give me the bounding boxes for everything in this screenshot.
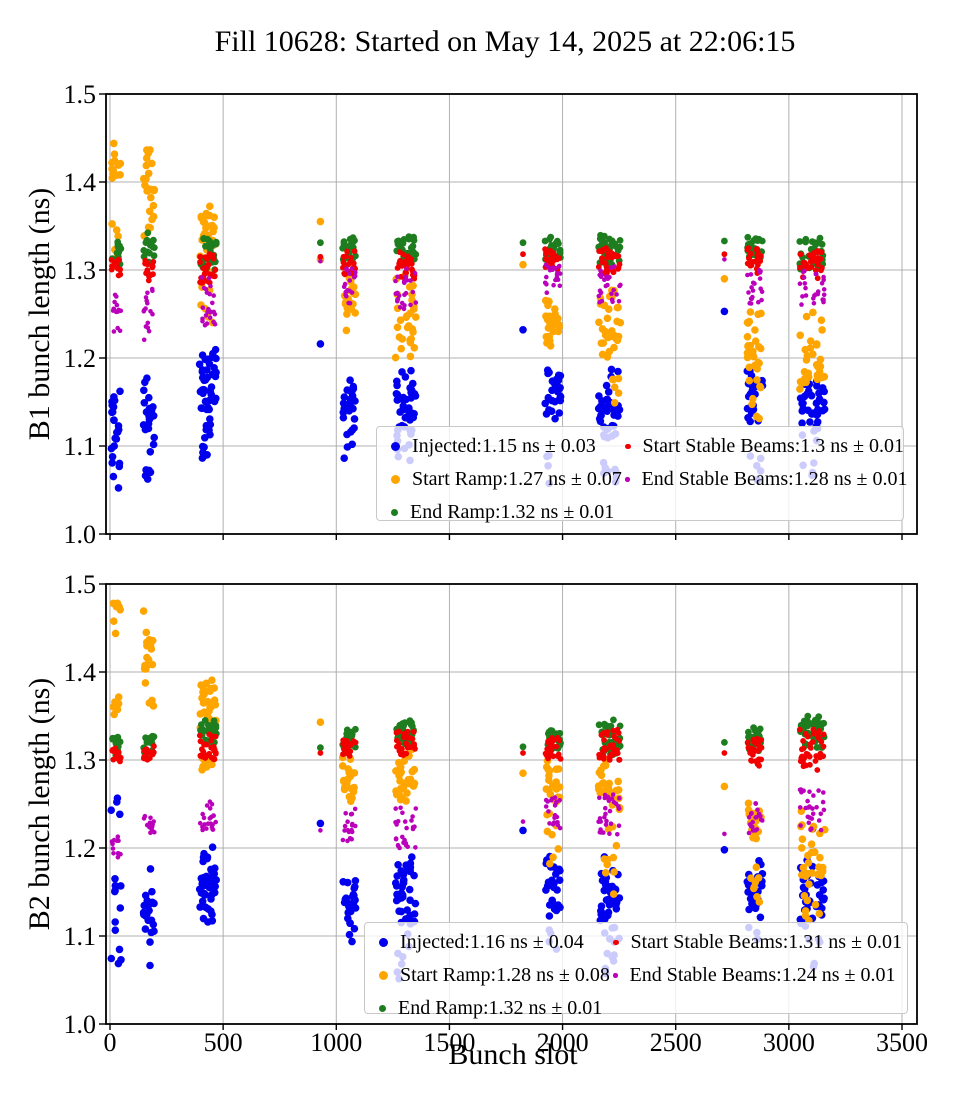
x-tick-label: 3000 (763, 1028, 815, 1057)
y-tick-label: 1.4 (64, 168, 97, 197)
b2-plot-frame (105, 583, 918, 1025)
y-tick-label: 1.2 (64, 344, 97, 373)
legend-label-injected: Injected:1.16 ns ± 0.04 (400, 931, 584, 953)
y-tick-label: 1.2 (64, 834, 97, 863)
b2-scatter-start-stable-beams (109, 726, 827, 773)
legend-item-start-ramp: Start Ramp:1.27 ns ± 0.07 (385, 463, 622, 496)
x-tick-label: 1500 (423, 1028, 475, 1057)
y-tick-label: 1.3 (64, 256, 97, 285)
b1-scatter-end-ramp (108, 229, 827, 274)
legend-label-start-ramp: Start Ramp:1.28 ns ± 0.08 (400, 964, 610, 986)
b1-scatter-start-stable-beams (108, 245, 825, 286)
start-ramp-marker-icon (391, 475, 400, 484)
b1-plot-frame (105, 93, 918, 535)
legend-label-end-stable-beams: End Stable Beams:1.24 ns ± 0.01 (629, 964, 896, 986)
figure-title: Fill 10628: Started on May 14, 2025 at 2… (214, 25, 796, 58)
legend-item-end-ramp: End Ramp:1.32 ns ± 0.01 (385, 496, 622, 529)
y-tick-label: 1.0 (64, 520, 97, 549)
b2-legend: Injected:1.16 ns ± 0.04 Start Ramp:1.28 … (364, 922, 908, 1019)
x-tick-label: 1000 (310, 1028, 362, 1057)
legend-label-start-stable-beams: Start Stable Beams:1.3 ns ± 0.01 (642, 435, 905, 457)
legend-item-start-stable-beams: Start Stable Beams:1.31 ns ± 0.01 (607, 926, 902, 959)
legend-item-end-ramp: End Ramp:1.32 ns ± 0.01 (373, 992, 610, 1025)
legend-label-end-stable-beams: End Stable Beams:1.28 ns ± 0.01 (641, 468, 908, 490)
injected-marker-icon (379, 938, 388, 947)
start-ramp-marker-icon (379, 971, 388, 980)
b1-scatter-end-stable-beams (110, 257, 827, 343)
x-tick-label: 0 (104, 1028, 117, 1057)
legend-label-injected: Injected:1.15 ns ± 0.03 (412, 435, 596, 457)
b2-scatter-end-stable-beams (109, 787, 827, 860)
x-axis-label: Bunch slot (448, 1038, 578, 1071)
end-stable-beams-marker-icon (613, 973, 618, 978)
y-tick-label: 1.3 (64, 746, 97, 775)
end-stable-beams-marker-icon (625, 477, 630, 482)
b1-legend: Injected:1.15 ns ± 0.03 Start Ramp:1.27 … (376, 426, 907, 523)
legend-label-end-ramp: End Ramp:1.32 ns ± 0.01 (398, 997, 603, 1019)
legend-item-start-ramp: Start Ramp:1.28 ns ± 0.08 (373, 959, 610, 992)
y-tick-label: 1.5 (64, 570, 97, 599)
b2-y-axis-label: B2 bunch length (ns) (23, 677, 56, 931)
x-tick-label: 2000 (537, 1028, 589, 1057)
end-ramp-marker-icon (379, 1005, 386, 1012)
injected-marker-icon (391, 442, 400, 451)
y-tick-label: 1.5 (64, 80, 97, 109)
b1-scatter-injected (107, 307, 829, 492)
legend-label-start-ramp: Start Ramp:1.27 ns ± 0.07 (412, 468, 622, 490)
start-stable-beams-marker-icon (613, 939, 619, 946)
legend-item-end-stable-beams: End Stable Beams:1.24 ns ± 0.01 (607, 959, 902, 992)
legend-label-end-ramp: End Ramp:1.32 ns ± 0.01 (410, 501, 615, 523)
x-tick-label: 3500 (876, 1028, 928, 1057)
legend-item-injected: Injected:1.16 ns ± 0.04 (373, 926, 610, 959)
legend-item-end-stable-beams: End Stable Beams:1.28 ns ± 0.01 (619, 463, 907, 496)
y-tick-label: 1.1 (64, 922, 97, 951)
legend-item-start-stable-beams: Start Stable Beams:1.3 ns ± 0.01 (619, 430, 907, 463)
y-tick-label: 1.4 (64, 658, 97, 687)
x-tick-label: 2500 (650, 1028, 702, 1057)
legend-item-injected: Injected:1.15 ns ± 0.03 (385, 430, 622, 463)
y-tick-label: 1.1 (64, 432, 97, 461)
b1-y-axis-label: B1 bunch length (ns) (23, 187, 56, 441)
start-stable-beams-marker-icon (625, 443, 631, 450)
end-ramp-marker-icon (391, 509, 398, 516)
y-tick-label: 1.0 (64, 1010, 97, 1039)
x-tick-label: 500 (204, 1028, 243, 1057)
legend-label-start-stable-beams: Start Stable Beams:1.31 ns ± 0.01 (630, 931, 903, 953)
